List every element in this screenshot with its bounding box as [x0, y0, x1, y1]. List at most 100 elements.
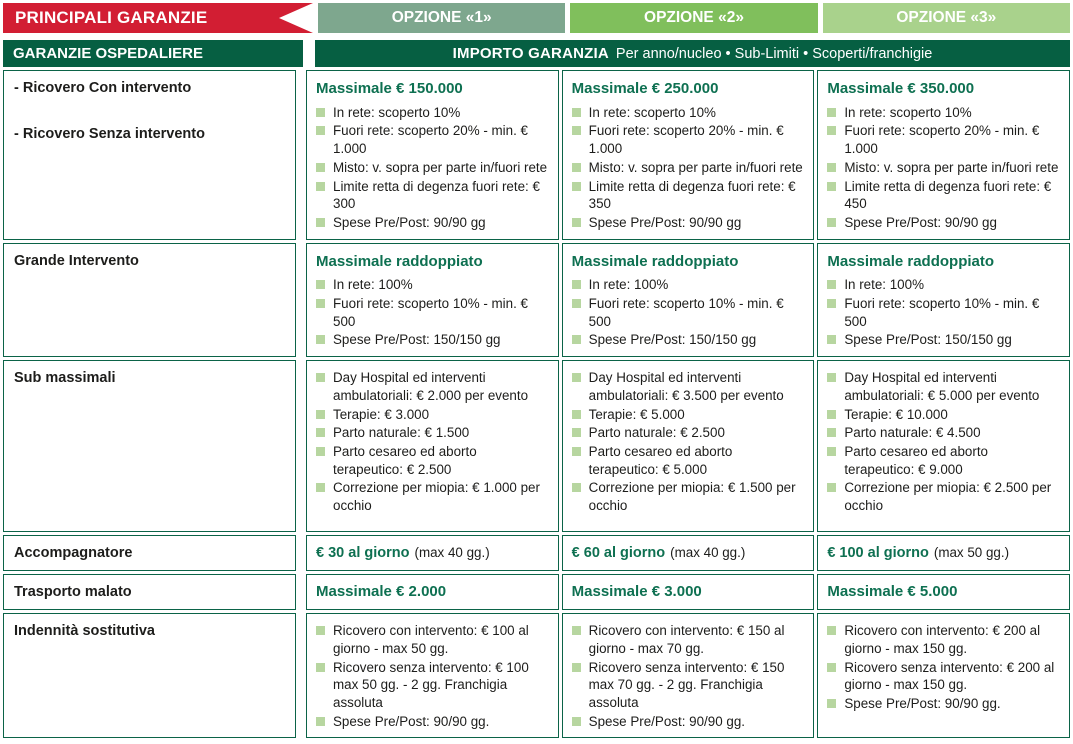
bullet-square-icon: [827, 446, 837, 456]
bullet-square-icon: [827, 280, 837, 290]
benefit-text: Fuori rete: scoperto 10% - min. € 500: [588, 296, 784, 329]
benefit-text: Parto naturale: € 2.500: [588, 425, 725, 441]
benefit-text: Terapie: € 3.000: [333, 406, 430, 422]
benefit-text: Spese Pre/Post: 150/150 gg: [333, 332, 501, 348]
cell-opzione-3: € 100 al giorno (max 50 gg.): [817, 535, 1070, 572]
bullet-square-icon: [571, 335, 581, 345]
bullet-square-icon: [827, 698, 837, 708]
benefit-item: Day Hospital ed interventi ambulatoriali…: [571, 369, 805, 404]
bullet-square-icon: [571, 483, 581, 493]
table-row: Grande Intervento Massimale raddoppiato I…: [3, 242, 1070, 358]
benefit-item: Correzione per miopia: € 2.500 per occhi…: [827, 479, 1060, 514]
benefit-item: Ricovero con intervento: € 200 al giorno…: [827, 622, 1060, 657]
bullet-square-icon: [827, 299, 837, 309]
bullet-square-icon: [316, 335, 325, 345]
cell-opzione-3: Massimale raddoppiato In rete: 100% Fuori …: [817, 242, 1070, 358]
cell-opzione-3: Day Hospital ed interventi ambulatoriali…: [817, 360, 1070, 533]
benefit-text: Correzione per miopia: € 1.000 per occhi…: [333, 480, 540, 513]
row-label-line: - Ricovero Con intervento: [14, 80, 192, 96]
cell-opzione-2: Massimale raddoppiato In rete: 100% Fuori …: [561, 242, 815, 358]
row-label-line: Accompagnatore: [14, 545, 133, 562]
bullet-square-icon: [316, 299, 325, 309]
column-header-opzione-2: OPZIONE «2»: [570, 3, 818, 33]
benefit-text: Ricovero con intervento: € 200 al giorno…: [844, 623, 1041, 656]
cell-title: Massimale raddoppiato: [827, 252, 995, 270]
benefit-text: Day Hospital ed interventi ambulatoriali…: [588, 370, 784, 403]
bullet-square-icon: [571, 299, 581, 309]
benefit-item: Parto cesareo ed aborto terapeutico: € 5…: [571, 443, 805, 478]
benefit-item: Ricovero con intervento: € 100 al giorno…: [316, 622, 549, 657]
bullet-square-icon: [571, 626, 581, 636]
daily-amount-note: (max 40 gg.): [670, 545, 746, 561]
benefit-text: Parto cesareo ed aborto terapeutico: € 2…: [333, 443, 477, 477]
row-label-line: - Ricovero Senza intervento: [14, 126, 205, 142]
bullet-square-icon: [827, 662, 837, 672]
benefit-text: Terapie: € 5.000: [588, 406, 685, 422]
benefit-text: In rete: scoperto 10%: [588, 104, 716, 120]
bullet-square-icon: [316, 373, 325, 383]
benefit-text: In rete: scoperto 10%: [333, 104, 461, 120]
benefit-item: Spese Pre/Post: 90/90 gg.: [316, 713, 549, 731]
bullet-square-icon: [316, 107, 325, 117]
benefit-text: Spese Pre/Post: 90/90 gg: [844, 214, 997, 230]
row-label-line: Indennità sostitutiva: [14, 623, 155, 640]
benefit-item: Day Hospital ed interventi ambulatoriali…: [827, 369, 1060, 404]
cell-opzione-2: Massimale € 250.000 In rete: scoperto 10%…: [561, 70, 815, 240]
table-row: Accompagnatore € 30 al giorno (max 40 gg.…: [3, 535, 1070, 572]
benefit-text: Fuori rete: scoperto 20% - min. € 1.000: [844, 123, 1040, 157]
cell-title: Massimale € 3.000: [571, 583, 702, 601]
benefit-item: Spese Pre/Post: 90/90 gg.: [571, 713, 805, 731]
bullet-square-icon: [827, 409, 837, 419]
daily-amount: € 30 al giorno: [316, 544, 410, 561]
bullet-square-icon: [316, 217, 325, 227]
benefit-item: Ricovero senza intervento: € 200 al gior…: [827, 659, 1060, 694]
table-row: Indennità sostitutiva Ricovero con inter…: [3, 613, 1070, 739]
cell-title: Massimale raddoppiato: [316, 252, 483, 270]
benefit-text: In rete: 100%: [588, 277, 669, 293]
bullet-square-icon: [571, 280, 581, 290]
cell-opzione-2: € 60 al giorno (max 40 gg.): [561, 535, 815, 572]
benefit-item: Spese Pre/Post: 150/150 gg: [571, 331, 805, 349]
bullet-square-icon: [827, 483, 837, 493]
cell-opzione-3: Massimale € 350.000 In rete: scoperto 10%…: [817, 70, 1070, 240]
bullet-square-icon: [316, 483, 325, 493]
benefit-text: Fuori rete: scoperto 20% - min. € 1.000: [588, 123, 784, 157]
benefit-text: Limite retta di degenza fuori rete: € 45…: [844, 178, 1052, 212]
benefit-item: Day Hospital ed interventi ambulatoriali…: [316, 369, 549, 404]
benefit-item: Ricovero senza intervento: € 150 max 70 …: [571, 659, 805, 712]
benefit-item: Misto: v. sopra per parte in/fuori rete: [827, 159, 1060, 177]
benefit-item: Limite retta di degenza fuori rete: € 45…: [827, 178, 1060, 213]
bullet-square-icon: [571, 107, 581, 117]
cell-title: Massimale € 2.000: [316, 583, 447, 601]
benefit-item: Terapie: € 3.000: [316, 406, 549, 424]
daily-amount: € 100 al giorno: [827, 544, 929, 561]
benefit-text: Parto cesareo ed aborto terapeutico: € 5…: [588, 443, 733, 477]
cell-opzione-1: Massimale € 2.000: [306, 574, 559, 611]
bullet-square-icon: [316, 446, 325, 456]
benefit-item: In rete: 100%: [316, 276, 549, 294]
bullet-square-icon: [827, 181, 837, 191]
benefit-item: In rete: scoperto 10%: [827, 104, 1060, 122]
benefit-text: Ricovero senza intervento: € 200 al gior…: [844, 659, 1055, 693]
benefit-text: Terapie: € 10.000: [844, 406, 948, 422]
benefit-item: Terapie: € 5.000: [571, 406, 805, 424]
benefit-item: In rete: scoperto 10%: [571, 104, 805, 122]
bullet-square-icon: [571, 162, 581, 172]
bullet-square-icon: [571, 409, 581, 419]
cell-opzione-3: Ricovero con intervento: € 200 al giorno…: [817, 613, 1070, 739]
bullet-square-icon: [571, 217, 581, 227]
benefit-text: Spese Pre/Post: 90/90 gg.: [333, 713, 490, 729]
cell-opzione-2: Day Hospital ed interventi ambulatoriali…: [561, 360, 815, 533]
cell-opzione-1: Massimale € 150.000 In rete: scoperto 10%…: [306, 70, 559, 240]
benefit-item: Spese Pre/Post: 150/150 gg: [827, 331, 1060, 349]
row-label-ricovero: - Ricovero Con intervento - Ricovero Sen…: [3, 70, 296, 240]
benefit-item: Spese Pre/Post: 90/90 gg: [316, 214, 549, 232]
benefit-item: Limite retta di degenza fuori rete: € 30…: [316, 178, 549, 213]
bullet-square-icon: [316, 626, 325, 636]
bullet-square-icon: [316, 662, 325, 672]
row-label-line: Trasporto malato: [14, 584, 132, 601]
cell-title: Massimale € 250.000: [571, 80, 719, 97]
row-label-line: Sub massimali: [14, 370, 116, 387]
benefit-item: Spese Pre/Post: 90/90 gg: [827, 214, 1060, 232]
